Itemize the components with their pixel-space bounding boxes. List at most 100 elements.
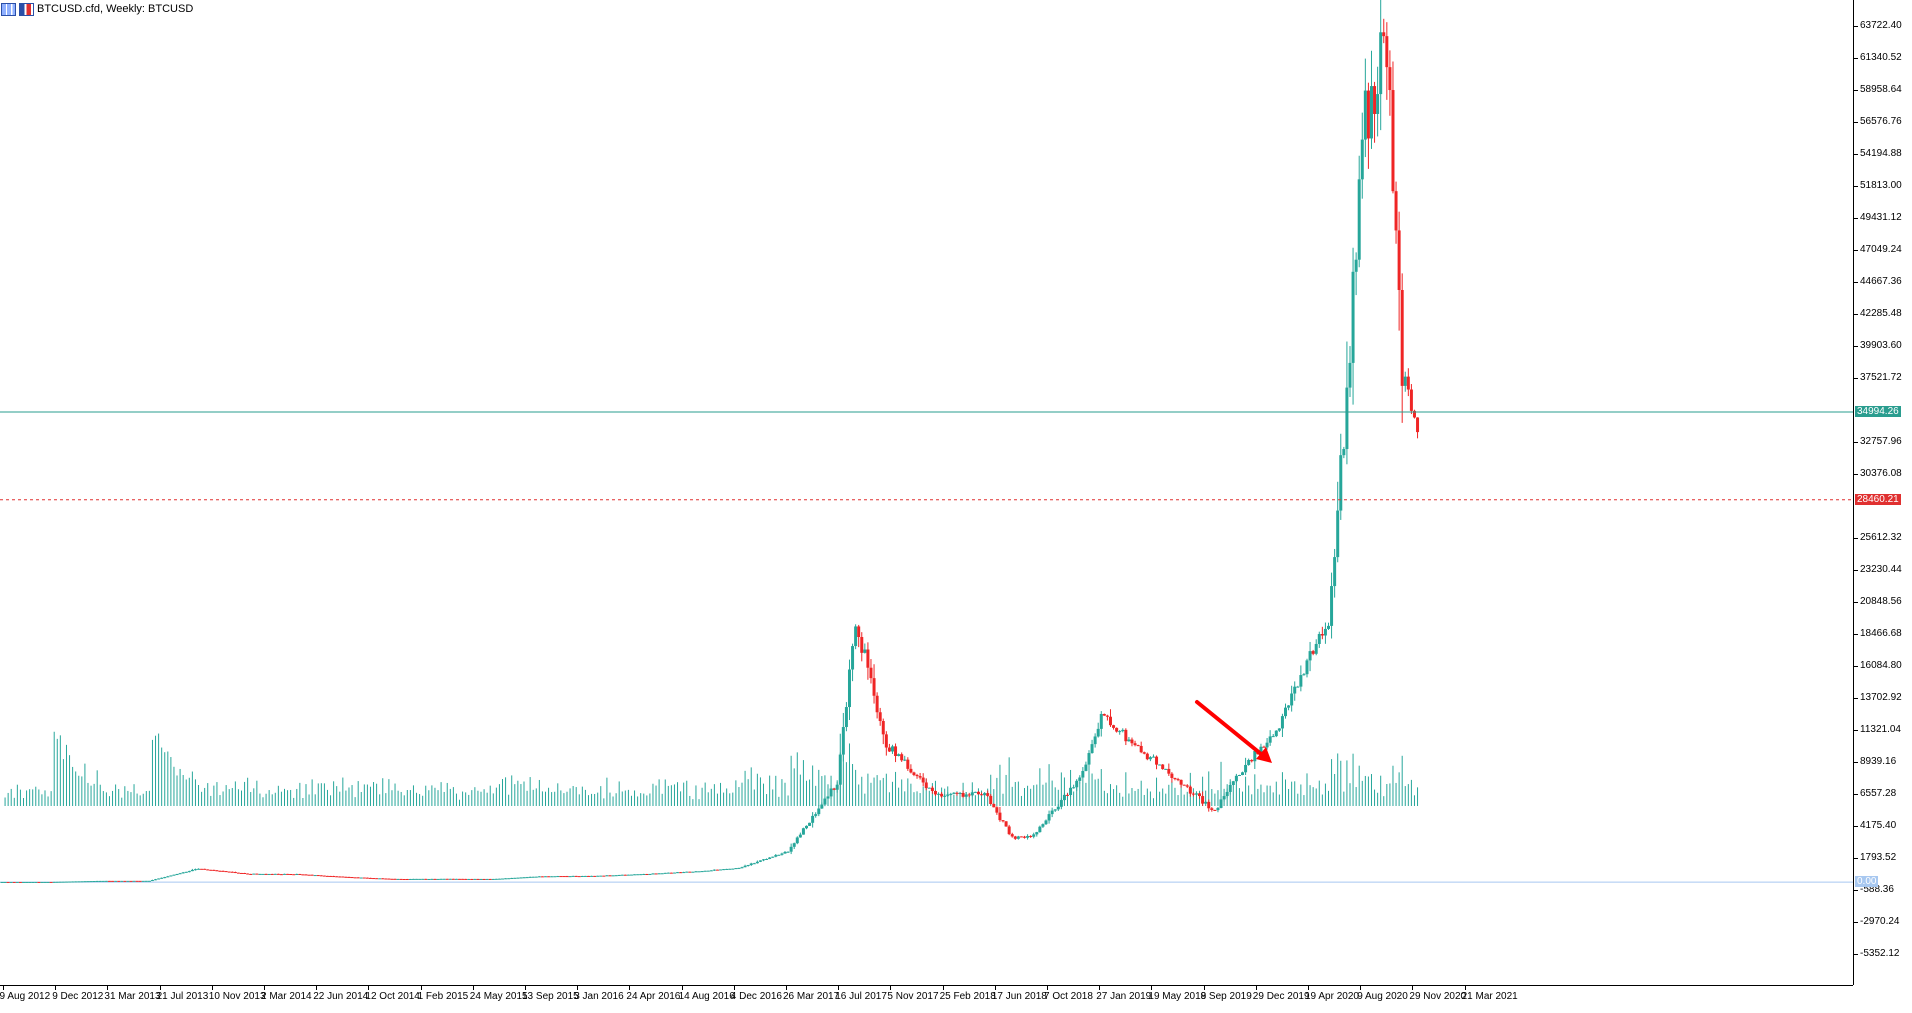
price-label: 58958.64: [1860, 84, 1902, 95]
annotation-arrow[interactable]: [1195, 700, 1272, 763]
candle: [197, 868, 201, 870]
candle: [688, 871, 692, 873]
candle: [126, 880, 130, 882]
bar-chart-icon[interactable]: [1, 2, 16, 16]
candle: [319, 875, 323, 877]
candle: [940, 792, 944, 798]
time-tick: [994, 986, 996, 990]
candle: [537, 876, 541, 878]
candle: [550, 876, 554, 878]
candle: [356, 877, 360, 879]
candle: [221, 870, 225, 872]
time-label: 3 Jan 2016: [574, 991, 624, 1002]
candle: [415, 878, 419, 880]
candle: [586, 875, 590, 877]
candle: [1053, 809, 1057, 812]
time-label: 1 Feb 2015: [417, 991, 469, 1002]
candle: [900, 752, 904, 762]
candle: [71, 881, 75, 883]
time-label: 8 Sep 2019: [1200, 991, 1252, 1002]
time-tick: [629, 986, 631, 990]
candle: [1320, 626, 1324, 640]
candle: [540, 876, 544, 878]
candle: [120, 880, 124, 882]
time-label: 2 Mar 2014: [261, 991, 312, 1002]
candlestick-icon[interactable]: [19, 2, 34, 16]
candle: [114, 880, 118, 882]
price-axis[interactable]: 63722.40 61340.52 58958.64 56576.76 54194.88…: [1853, 0, 1912, 985]
price-label: 42285.48: [1860, 308, 1902, 319]
candle: [1299, 665, 1303, 692]
candle: [1382, 18, 1386, 44]
time-tick: [733, 986, 735, 990]
candle: [1250, 759, 1254, 763]
candle: [593, 875, 597, 877]
candle: [209, 869, 213, 871]
candle: [553, 876, 557, 878]
candle: [292, 874, 296, 876]
candle: [669, 872, 673, 874]
candle: [138, 880, 142, 882]
candle: [101, 880, 105, 882]
candle: [1056, 804, 1060, 812]
candle: [1394, 181, 1398, 244]
candle: [869, 659, 873, 684]
candle: [476, 878, 480, 880]
candle: [568, 876, 572, 878]
candle: [1339, 433, 1343, 520]
candle: [930, 785, 934, 794]
time-tick: [55, 986, 57, 990]
price-chart[interactable]: [0, 0, 1853, 985]
current-price-tag: 34994.26: [1855, 405, 1901, 417]
candle: [286, 873, 290, 875]
candle: [424, 878, 428, 880]
time-label: 29 Dec 2019: [1252, 991, 1310, 1002]
price-label: 4175.40: [1860, 820, 1897, 831]
price-tick: [1854, 58, 1858, 59]
candle: [1222, 793, 1226, 802]
candle: [402, 878, 406, 881]
candle: [513, 877, 517, 879]
time-label: 22 Jun 2014: [313, 991, 369, 1002]
candle: [1001, 820, 1005, 823]
candle: [212, 869, 216, 871]
candle: [387, 878, 391, 880]
candle: [95, 880, 99, 882]
candle: [1004, 821, 1008, 827]
candle: [1032, 832, 1036, 839]
price-label: 11321.04: [1860, 724, 1901, 735]
candle: [927, 787, 931, 789]
candle: [1182, 784, 1186, 786]
candle: [1194, 792, 1198, 796]
chart-title: BTCUSD.cfd, Weekly: BTCUSD: [37, 3, 194, 15]
candle: [1029, 835, 1033, 838]
candle: [1225, 788, 1229, 799]
candle: [1158, 764, 1162, 766]
candle: [276, 873, 280, 875]
candle: [322, 875, 326, 877]
candle: [187, 870, 191, 873]
candle: [98, 880, 102, 882]
candle: [338, 876, 342, 878]
candle: [875, 692, 879, 719]
candle: [958, 791, 962, 795]
candle: [178, 872, 182, 875]
candle: [795, 836, 799, 845]
candle: [915, 773, 919, 779]
candle: [608, 875, 612, 877]
candle: [1007, 824, 1011, 836]
price-label: 44667.36: [1860, 276, 1902, 287]
time-label: 13 Sep 2015: [522, 991, 579, 1002]
candle: [1326, 622, 1330, 630]
candle: [1081, 767, 1085, 780]
candle: [341, 876, 345, 878]
candle: [636, 874, 640, 876]
candle: [1185, 784, 1189, 789]
candle: [829, 785, 833, 800]
candle: [43, 881, 47, 883]
candle: [989, 794, 993, 805]
candle: [881, 718, 885, 745]
candle: [832, 788, 836, 791]
candle: [912, 771, 916, 777]
